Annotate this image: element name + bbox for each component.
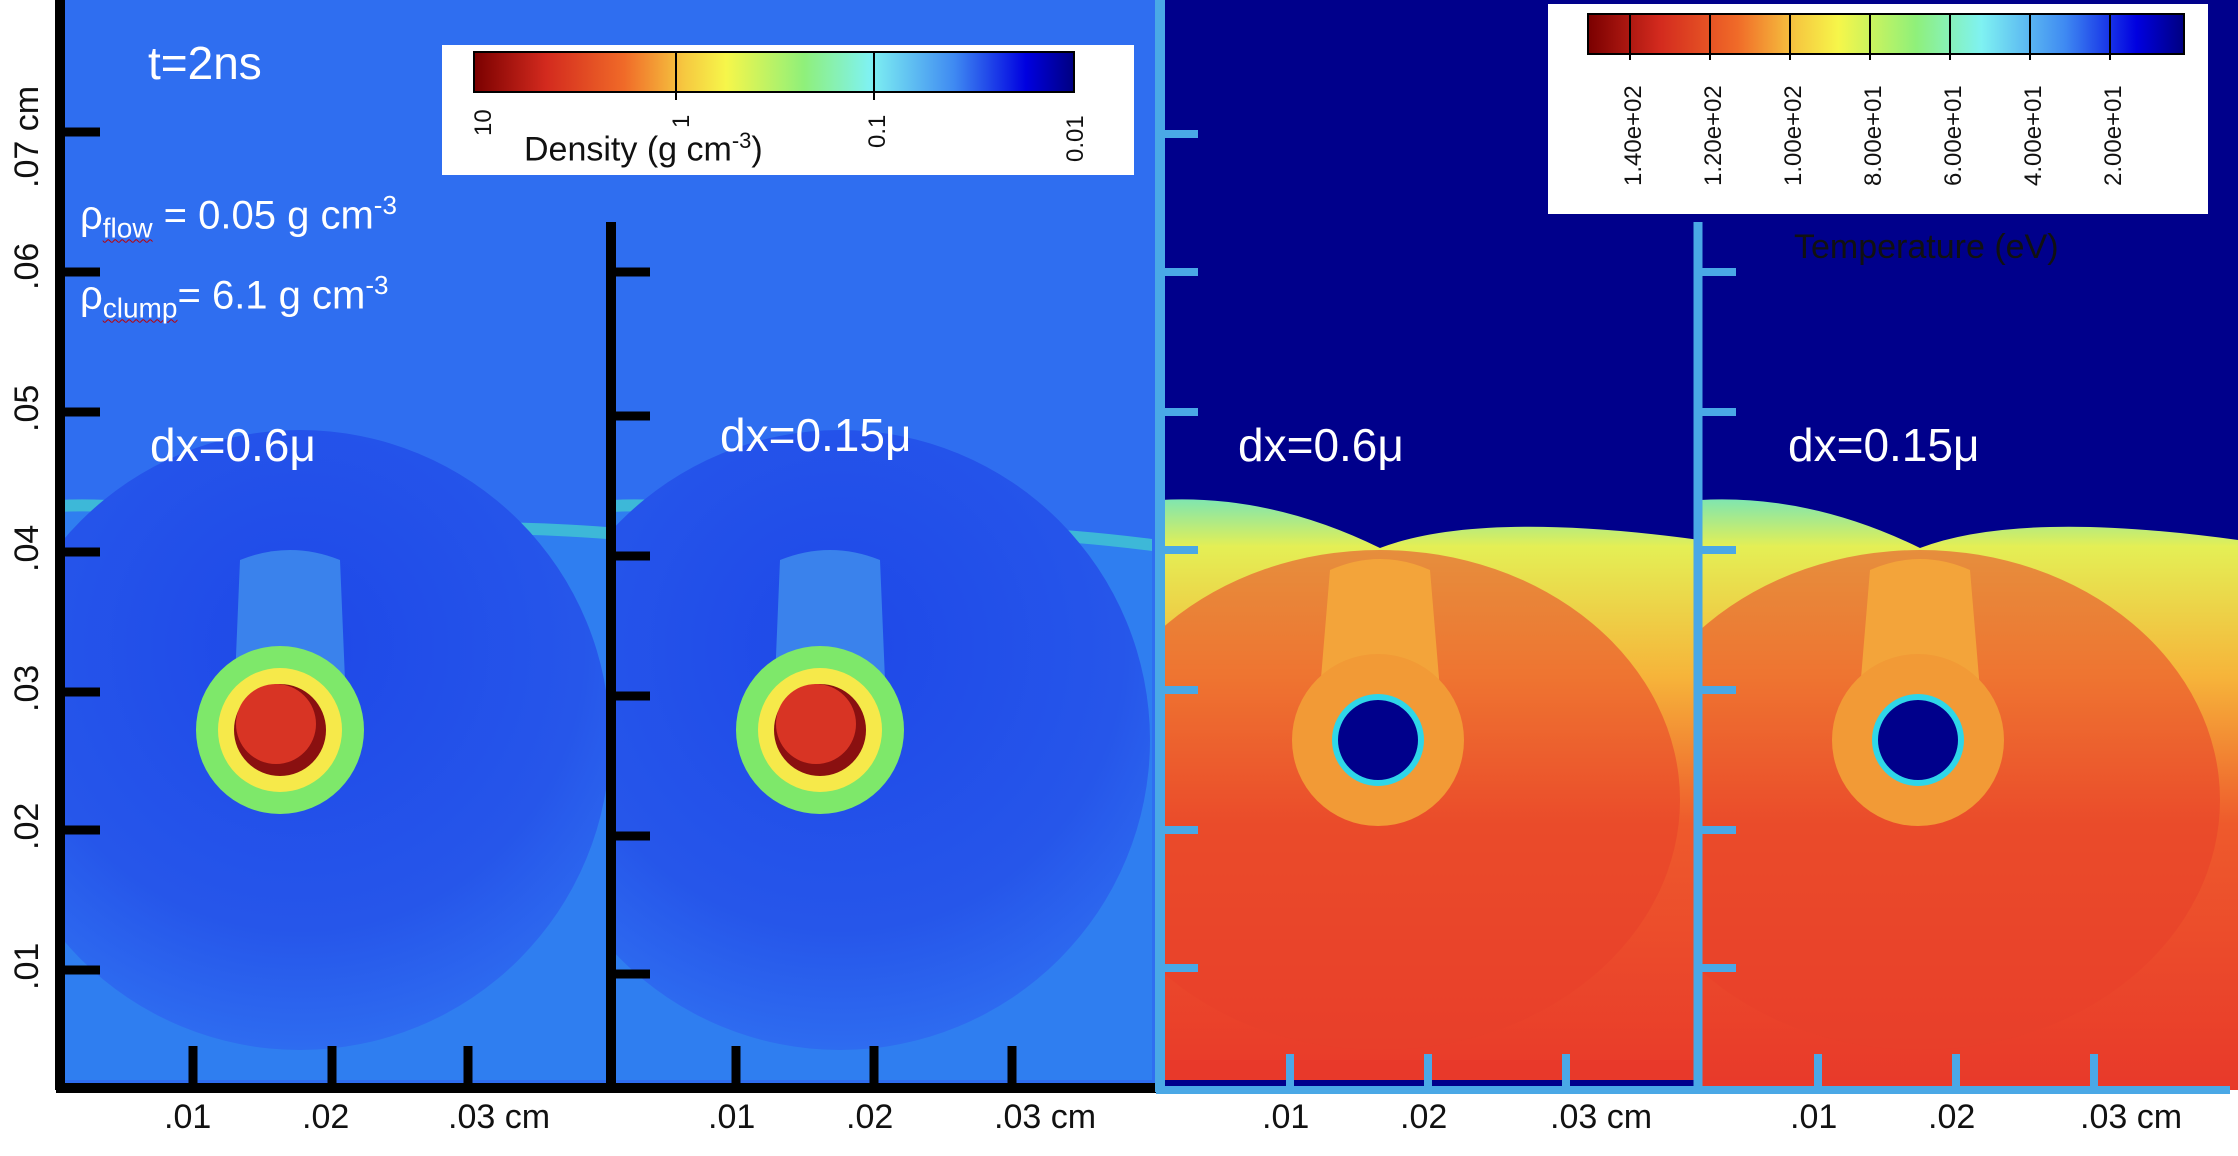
rho-clump-symbol: ρ: [80, 273, 103, 318]
panel-3-label: dx=0.6μ: [1238, 419, 1404, 471]
x-tick-p1-0.01: .01: [164, 1098, 212, 1136]
y-tick-0.05: .05: [8, 384, 46, 432]
density-colorbar: [442, 45, 1134, 175]
rho-flow-sub: flow: [102, 212, 153, 244]
temperature-axes: [1155, 0, 2230, 1094]
temp-cb-tick-0: 1.40e+02: [1620, 85, 1647, 186]
x-tick-p1-0.02: .02: [302, 1098, 350, 1136]
density-panel-1-field: [58, 430, 610, 1080]
x-tick-p2-0.01: .01: [708, 1098, 756, 1136]
time-label: t=2ns: [148, 37, 262, 89]
rho-clump-label: ρclump= 6.1 g cm-3: [80, 270, 388, 324]
y-tick-0.03: .03: [8, 664, 46, 712]
x-tick-p3-0.03: .03 cm: [1550, 1098, 1653, 1136]
rho-clump-text: = 6.1 g cm: [177, 273, 366, 318]
rho-flow-label: ρflow = 0.05 g cm-3: [80, 190, 397, 244]
panel-2-label: dx=0.15μ: [720, 409, 912, 461]
y-tick-0.04: .04: [8, 524, 46, 572]
density-cb-title-exp: -3: [731, 128, 752, 153]
x-tick-p3-0.01: .01: [1262, 1098, 1310, 1136]
y-tick-0.06: .06: [8, 242, 46, 290]
temp-cb-tick-4: 6.00e+01: [1940, 85, 1967, 186]
panel-1-label: dx=0.6μ: [150, 419, 316, 471]
temperature-panel-4-field: [1700, 499, 2238, 1090]
panel-4-label: dx=0.15μ: [1788, 419, 1980, 471]
x-tick-p4-0.01: .01: [1790, 1098, 1838, 1136]
density-cb-tick-0.1: 0.1: [864, 114, 891, 148]
density-cb-title-close: ): [751, 130, 763, 169]
temp-cb-tick-3: 8.00e+01: [1860, 85, 1887, 186]
density-cb-tick-0.01: 0.01: [1062, 115, 1089, 162]
y-tick-0.02: .02: [8, 802, 46, 850]
temp-cb-tick-5: 4.00e+01: [2020, 85, 2047, 186]
x-tick-p4-0.02: .02: [1928, 1098, 1976, 1136]
density-cb-tick-1: 1: [668, 114, 695, 128]
density-panel-2-field: [612, 430, 1152, 1080]
x-tick-p1-0.03: .03 cm: [448, 1098, 551, 1136]
x-tick-p2-0.02: .02: [846, 1098, 894, 1136]
y-tick-0.01: .01: [8, 942, 46, 990]
rho-clump-sub: clump: [102, 292, 178, 324]
temp-cb-tick-6: 2.00e+01: [2100, 85, 2127, 186]
temp-cb-tick-2: 1.00e+02: [1780, 85, 1807, 186]
y-tick-0.07: .07 cm: [8, 85, 46, 188]
temperature-panel-3-field: [1160, 499, 1698, 1080]
temperature-cb-title: Temperature (eV): [1794, 228, 2059, 266]
rho-clump-exp: -3: [365, 270, 389, 300]
density-cb-title: Density (g cm-3): [524, 128, 763, 169]
x-tick-p3-0.02: .02: [1400, 1098, 1448, 1136]
rho-flow-symbol: ρ: [80, 193, 103, 238]
density-cb-tick-10: 10: [470, 109, 497, 136]
x-tick-p4-0.03: .03 cm: [2080, 1098, 2183, 1136]
temperature-colorbar: [1548, 4, 2208, 214]
density-cb-title-text: Density (g cm: [524, 130, 732, 169]
density-axes: [55, 0, 1158, 1093]
temp-cb-tick-1: 1.20e+02: [1700, 85, 1727, 186]
rho-flow-exp: -3: [373, 190, 397, 220]
rho-flow-text: = 0.05 g cm: [152, 193, 374, 238]
x-tick-p2-0.03: .03 cm: [994, 1098, 1097, 1136]
